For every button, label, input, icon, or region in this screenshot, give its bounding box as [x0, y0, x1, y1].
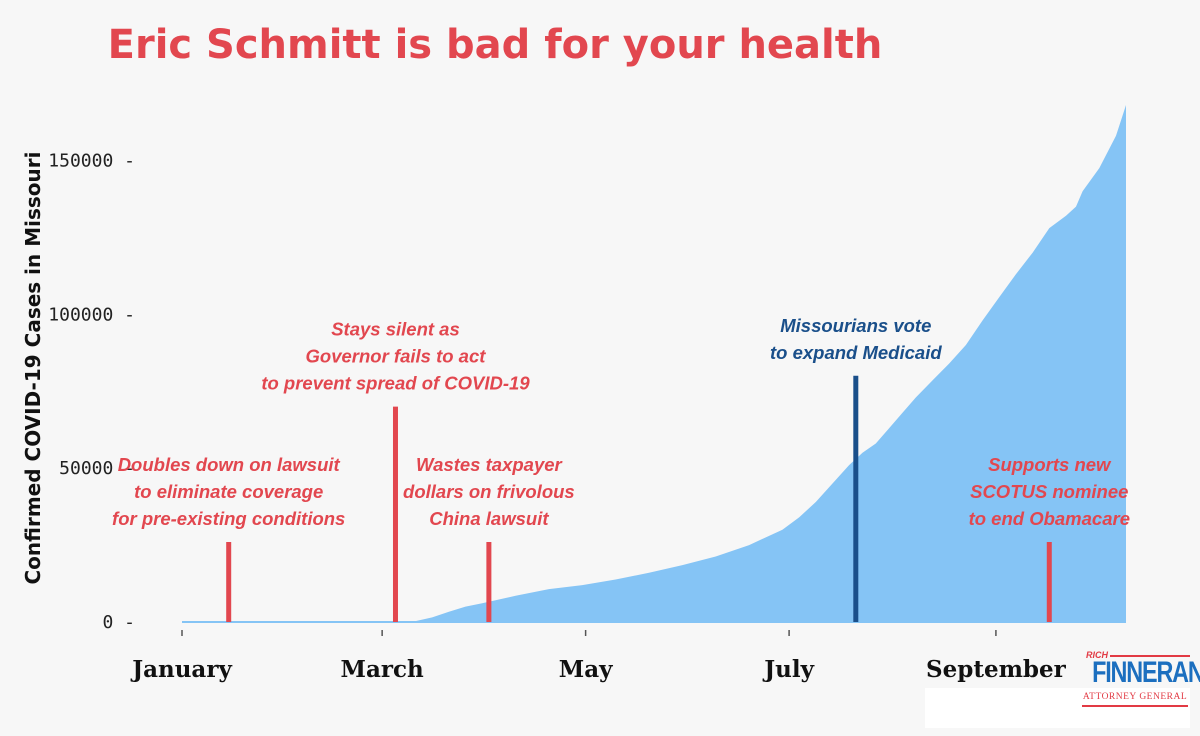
- y-tick-label: 150000 -: [48, 150, 135, 171]
- x-tick-label: January: [130, 656, 232, 683]
- logo-top-rule: [1110, 655, 1190, 657]
- annotation-line: SCOTUS nominee: [970, 481, 1128, 502]
- series-layer: [182, 105, 1126, 623]
- y-axis-ticks: 0 - 50000 - 100000 - 150000 -: [48, 150, 135, 633]
- x-tick-label: July: [762, 656, 814, 683]
- annotation-line: Stays silent as: [331, 319, 460, 340]
- annotation-text: Missourians vote to expand Medicaid: [770, 315, 942, 363]
- chart-title: Eric Schmitt is bad for your health: [108, 22, 883, 68]
- annotation-line: Governor fails to act: [306, 346, 487, 367]
- x-tick-label: September: [926, 656, 1067, 683]
- campaign-logo: RICH FINNERAN ATTORNEY GENERAL: [1080, 650, 1200, 712]
- annotation-text: Supports new SCOTUS nominee to end Obamaca…: [969, 454, 1130, 529]
- x-axis-ticks: January March May July September: [130, 630, 1067, 683]
- cases-area: [182, 105, 1126, 622]
- annotation-text: Doubles down on lawsuit to eliminate cove…: [112, 454, 345, 529]
- annotation-line: to expand Medicaid: [770, 342, 942, 363]
- annotation-text: Stays silent as Governor fails to act to p…: [261, 319, 530, 394]
- logo-subtitle: ATTORNEY GENERAL: [1082, 692, 1188, 702]
- y-axis-label: Confirmed COVID-19 Cases in Missouri: [21, 152, 45, 585]
- y-tick-label: 50000 -: [59, 458, 135, 479]
- annotation-line: China lawsuit: [429, 508, 549, 529]
- y-tick-label: 0 -: [102, 612, 135, 633]
- annotation-line: to prevent spread of COVID-19: [261, 373, 530, 394]
- annotation-layer: Doubles down on lawsuit to eliminate cove…: [112, 315, 1130, 622]
- annotation-text: Wastes taxpayer dollars on frivolous China…: [403, 454, 575, 529]
- y-tick-label: 100000 -: [48, 304, 135, 325]
- annotation-line: Supports new: [988, 454, 1112, 475]
- logo-top-text: RICH: [1086, 650, 1108, 660]
- annotation-line: to eliminate coverage: [134, 481, 323, 502]
- annotation-line: Wastes taxpayer: [416, 454, 563, 475]
- annotation-line: Missourians vote: [780, 315, 931, 336]
- annotation-line: to end Obamacare: [969, 508, 1130, 529]
- annotation-line: Doubles down on lawsuit: [118, 454, 341, 475]
- logo-backdrop: [925, 688, 1190, 728]
- annotation-line: for pre-existing conditions: [112, 508, 345, 529]
- annotation-line: dollars on frivolous: [403, 481, 575, 502]
- logo-bottom-rule: [1082, 705, 1188, 707]
- x-tick-label: May: [559, 656, 613, 683]
- x-tick-label: March: [341, 656, 424, 683]
- logo-name: FINNERAN: [1092, 656, 1200, 689]
